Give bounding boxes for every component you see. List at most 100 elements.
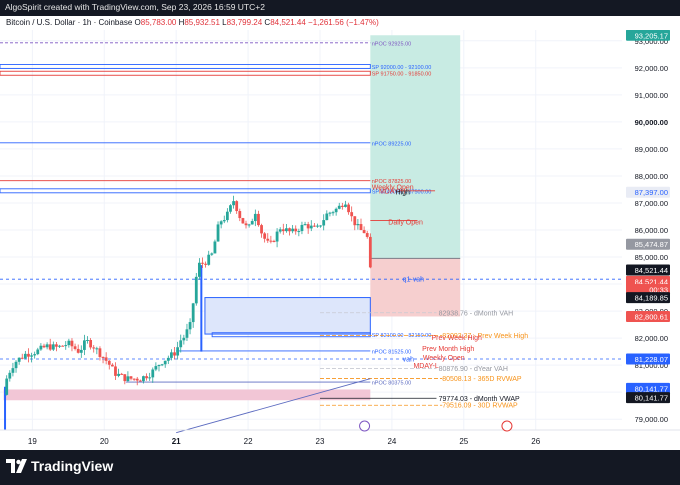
candle-body — [185, 329, 189, 338]
annotation-label: 80508.13 - 365D RVWAP — [442, 376, 522, 383]
candle-body — [123, 374, 127, 382]
candle-body — [110, 364, 114, 367]
price-axis-badge-label: 84,189.85 — [635, 294, 668, 303]
candle-body — [365, 233, 369, 237]
candle-body — [303, 224, 307, 226]
price-axis-badge — [626, 310, 670, 322]
candle-body — [39, 345, 43, 350]
price-axis-badge — [626, 238, 670, 250]
candle-body — [300, 224, 304, 232]
candle-body — [294, 228, 298, 232]
price-chart[interactable]: nPOC 92925.00 SP 92000.00 - 92100.00 SP 91… — [0, 29, 680, 450]
price-axis-badge-label: 93,205.17 — [635, 31, 668, 40]
candle-body — [257, 213, 260, 226]
candle-body — [260, 225, 263, 234]
candle-body — [51, 344, 55, 350]
candle-body — [266, 238, 270, 241]
candle-body — [288, 228, 291, 232]
trend-line — [176, 378, 371, 434]
annotation-label: q1-vah — [403, 277, 425, 284]
ohlc-value-h: 85,932.51 — [184, 18, 220, 27]
price-axis-badge — [626, 186, 670, 198]
candle-body — [272, 240, 276, 242]
annotation-label: 79516.09 - 30D RVWAP — [442, 403, 518, 410]
candle-body — [70, 340, 74, 347]
price-tick-label: 88,000.00 — [635, 172, 668, 181]
price-axis-badge — [626, 353, 670, 365]
candle-body — [306, 224, 310, 229]
candle-body — [67, 340, 71, 346]
candle-body — [219, 221, 223, 225]
candle-body — [309, 225, 313, 229]
candle-body — [241, 218, 245, 224]
candle-body — [45, 344, 49, 348]
price-axis-badge-label: 80,141.77 — [635, 394, 668, 403]
time-tick-label: 26 — [531, 437, 540, 446]
candle-body — [166, 357, 170, 361]
price-tick-label: 86,000.00 — [635, 226, 668, 235]
level-band — [0, 188, 371, 194]
candle-body — [362, 230, 366, 234]
price-axis-badge — [626, 392, 670, 404]
candle-body — [129, 376, 133, 379]
level-label: nPOC 87825.00 — [372, 179, 411, 185]
candle-body — [238, 211, 242, 219]
time-tick-label: 21 — [172, 437, 181, 446]
ohlc-value-c: 84,521.44 — [270, 18, 306, 27]
candle-body — [225, 211, 229, 221]
candle-body — [36, 349, 40, 355]
price-axis-badge-label: 84,521.44 — [635, 266, 668, 275]
symbol-name[interactable]: Bitcoin / U.S. Dollar · 1h · Coinbase — [6, 18, 133, 27]
level-label: SP 82100.00 - 82150.00 — [372, 333, 432, 339]
ohlc-value-l: 83,799.24 — [226, 18, 263, 27]
candle-body — [142, 376, 145, 382]
ohlc-values: O85,783.00 H85,932.51 L83,799.24 C84,521… — [135, 18, 309, 27]
candle-body — [368, 236, 372, 268]
time-tick-label: 22 — [244, 437, 253, 446]
candle-body — [86, 339, 89, 341]
tradingview-logo-icon — [6, 459, 27, 473]
candle-body — [337, 205, 341, 209]
candle-body — [263, 233, 267, 239]
candle-body — [204, 263, 208, 265]
price-change: −1,261.56 (−1.47%) — [308, 18, 379, 27]
candle-body — [160, 364, 164, 366]
event-marker-icon — [359, 420, 371, 432]
candle-body — [312, 225, 316, 227]
candle-body — [30, 355, 33, 357]
annotation-label: vah — [403, 356, 414, 363]
level-label: SP 87400.00 - 87500.00 — [372, 189, 432, 195]
price-tick-label: 85,000.00 — [635, 253, 668, 262]
price-axis-badge — [626, 382, 670, 394]
candle-body — [5, 378, 9, 395]
time-tick-label: 25 — [459, 437, 468, 446]
candle-body — [23, 353, 27, 359]
candle-body — [145, 376, 148, 379]
candle-body — [340, 205, 344, 207]
annotation-label: Weekly Open — [423, 355, 465, 362]
candle-body — [356, 224, 360, 226]
level-band — [0, 70, 371, 76]
price-tick-label: 89,000.00 — [635, 145, 668, 154]
ohlc-key-c: C — [262, 18, 271, 27]
candle-body — [148, 377, 152, 379]
candle-body — [319, 225, 322, 227]
candle-body — [82, 340, 86, 350]
annotation-label: Daily Open — [388, 219, 423, 226]
candle-body — [42, 345, 46, 348]
candle-body — [11, 368, 15, 373]
price-tick-label: 87,000.00 — [635, 199, 668, 208]
candle-body — [55, 344, 58, 347]
ohlc-key-l: L — [219, 18, 227, 27]
price-tick-label: 93,000.00 — [635, 37, 668, 46]
candle-body — [278, 229, 282, 232]
attribution-bar: AlgoSpirit created with TradingView.com,… — [0, 0, 680, 16]
candle-body — [269, 240, 273, 242]
candle-body — [325, 213, 329, 221]
candle-body — [176, 347, 180, 356]
annotation-label: MDAY-H — [379, 188, 405, 195]
candle-body — [98, 348, 102, 357]
tradingview-footer: TradingView — [0, 450, 680, 485]
annotation-label: 82938.76 - dMonth VAH — [439, 310, 514, 317]
